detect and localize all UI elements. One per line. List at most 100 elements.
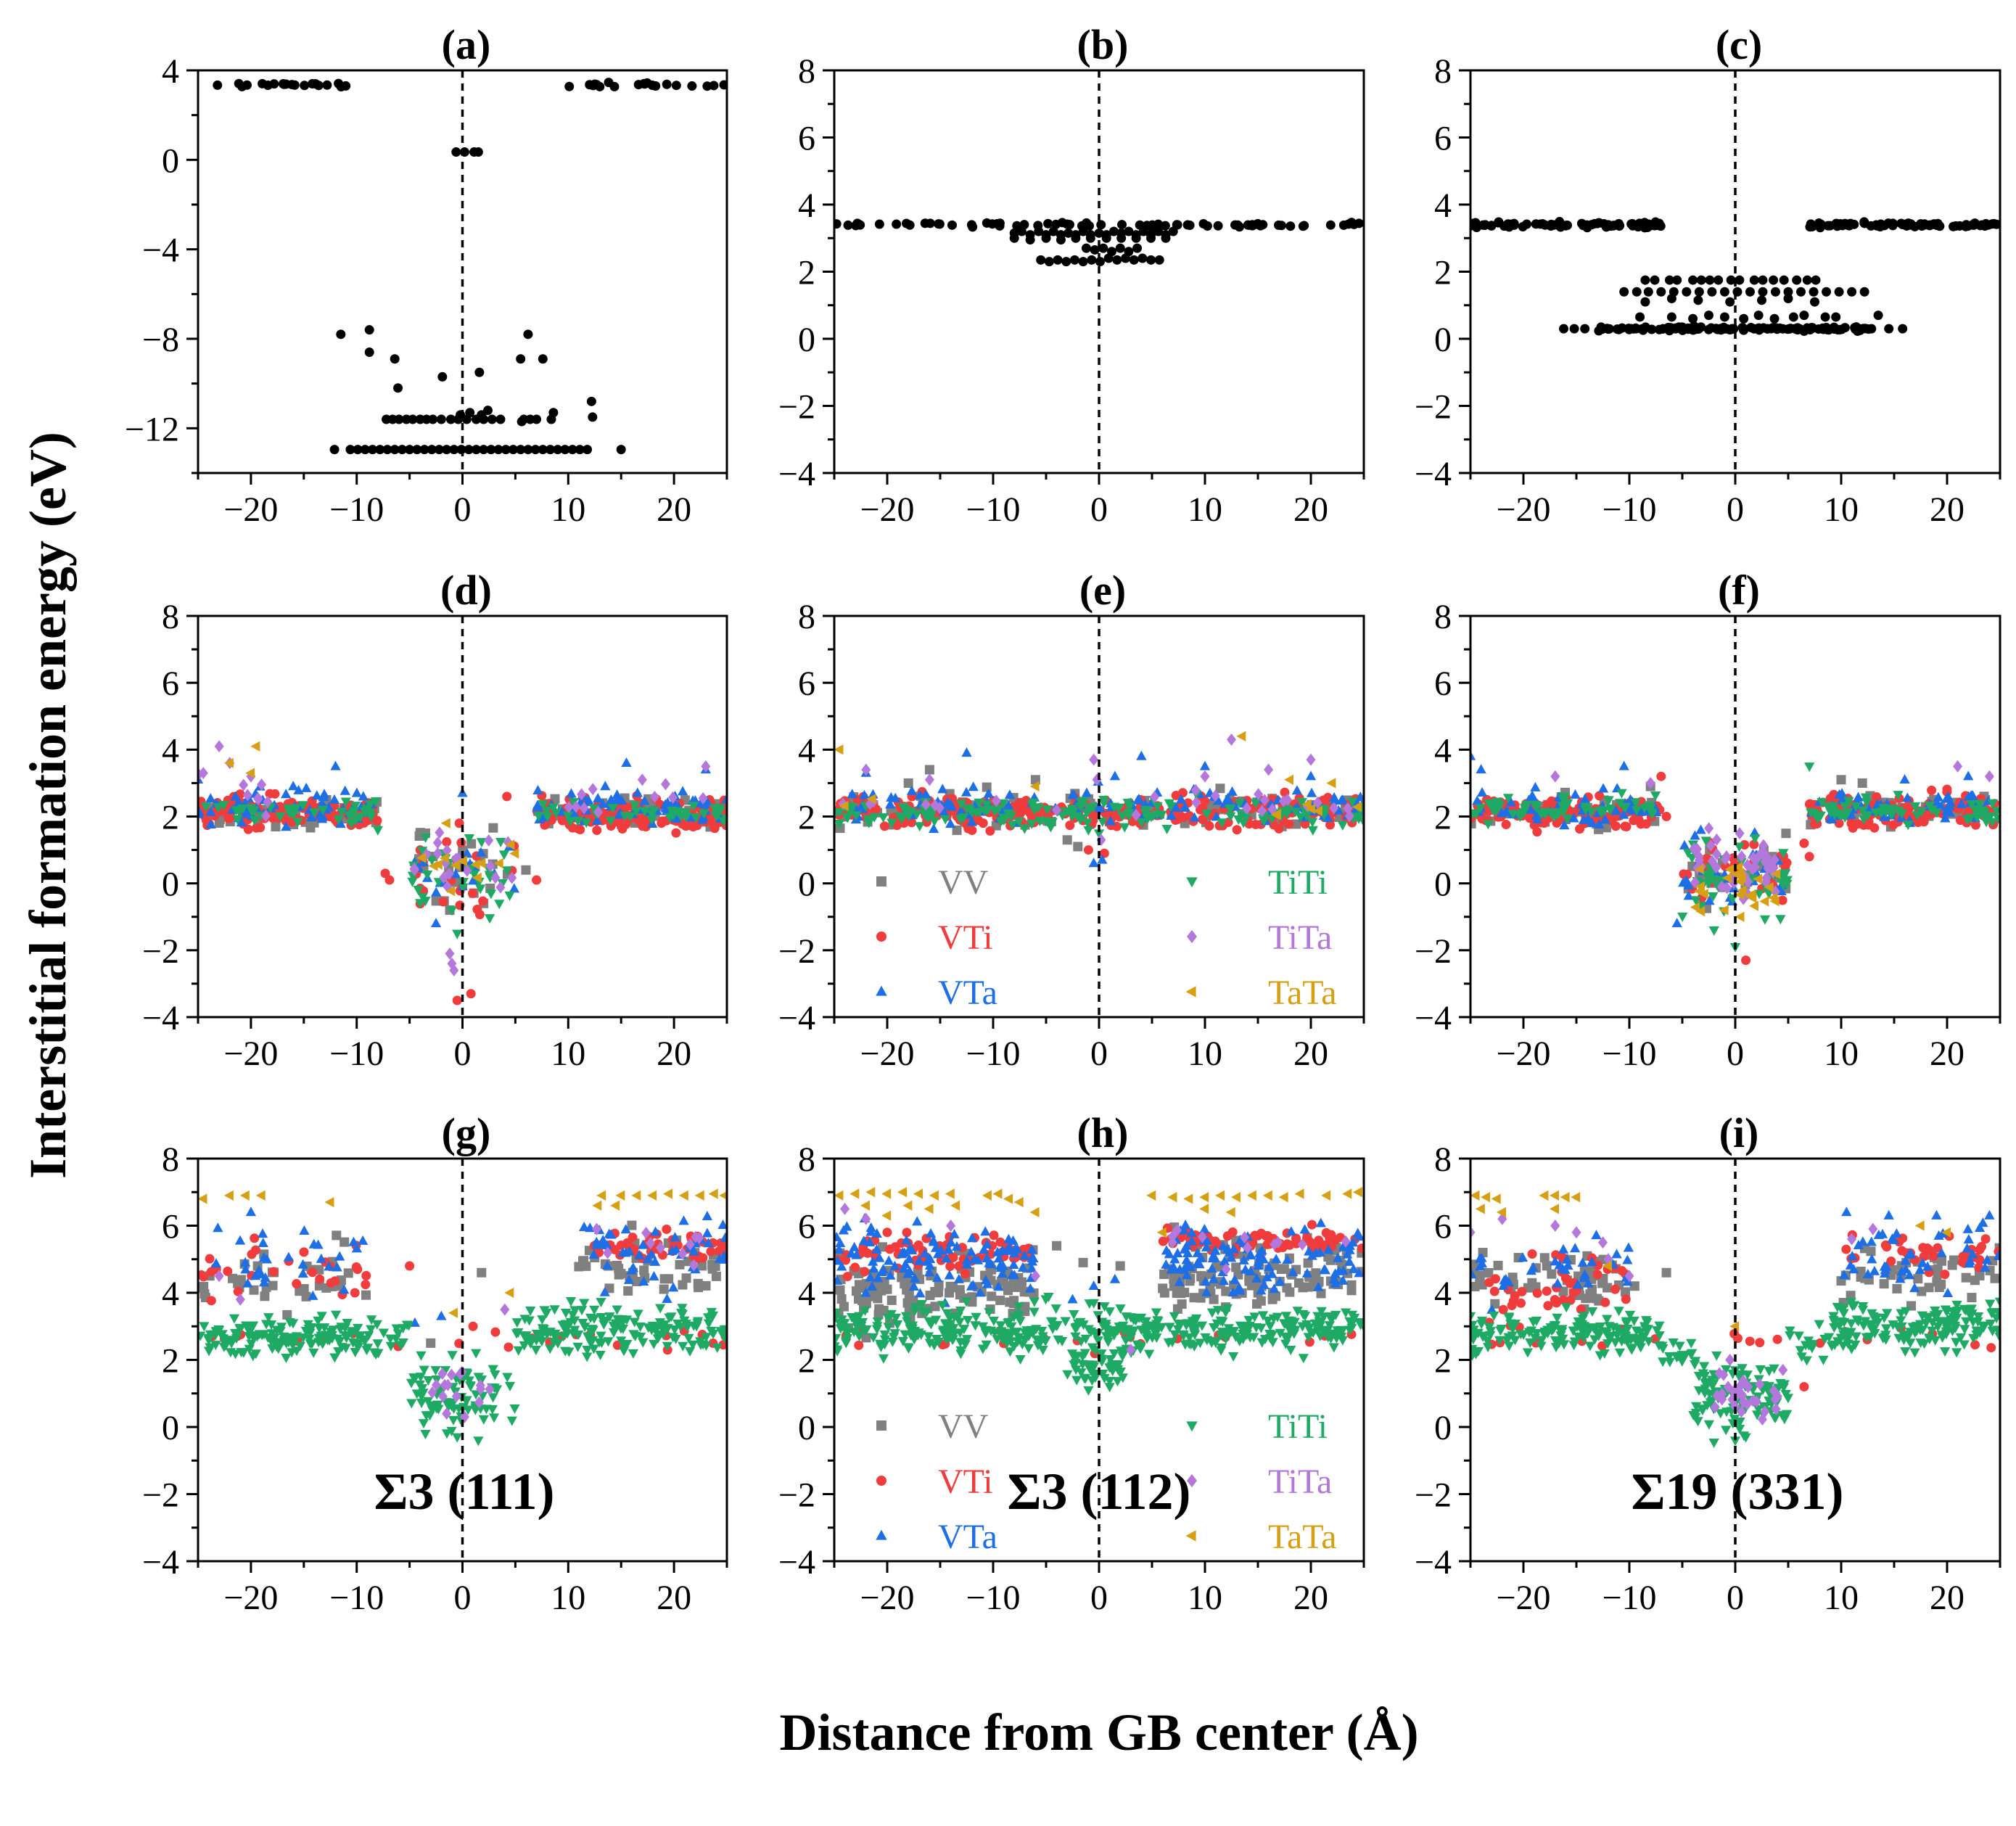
data-point: [368, 445, 378, 455]
data-point: [1795, 324, 1805, 334]
data-point: [1683, 323, 1693, 333]
data-point: [635, 1322, 646, 1332]
data-point: [1857, 806, 1869, 816]
data-point: [1303, 1333, 1314, 1343]
data-point: [1834, 789, 1845, 799]
data-point: [649, 1271, 659, 1281]
data-point: [1299, 221, 1309, 231]
data-point: [1347, 797, 1358, 807]
data-point: [477, 1267, 487, 1278]
data-point: [458, 855, 468, 866]
data-point: [1749, 275, 1759, 285]
data-point: [1827, 802, 1839, 812]
data-point: [1079, 1349, 1091, 1359]
data-point: [239, 1257, 251, 1267]
data-point: [1153, 1317, 1164, 1327]
data-point: [1740, 839, 1750, 850]
data-point: [1078, 226, 1088, 237]
data-point: [317, 1339, 328, 1349]
data-point: [347, 1327, 358, 1337]
data-point: [406, 1378, 417, 1389]
data-point: [1204, 821, 1214, 831]
data-point: [919, 1248, 931, 1258]
data-point: [1097, 854, 1108, 864]
data-point: [616, 1336, 627, 1346]
data-point: [1241, 813, 1252, 823]
data-point: [523, 329, 533, 340]
data-point: [694, 1190, 704, 1201]
data-point: [1831, 312, 1841, 322]
data-point: [599, 1286, 610, 1296]
data-point: [223, 1266, 233, 1276]
data-point: [1181, 1254, 1192, 1264]
data-point: [675, 812, 686, 822]
data-point: [305, 1339, 316, 1349]
data-point: [1117, 812, 1128, 822]
data-point: [1734, 842, 1745, 852]
data-point: [1470, 219, 1479, 229]
data-point: [408, 414, 418, 424]
data-point: [475, 1379, 485, 1392]
data-point: [560, 1346, 571, 1357]
data-point: [1949, 221, 1959, 231]
data-point: [1748, 851, 1758, 864]
data-point: [662, 1294, 672, 1304]
data-point: [530, 1345, 542, 1355]
y-tick-label: 4: [798, 186, 815, 225]
data-point: [1128, 1315, 1139, 1325]
data-point: [478, 1415, 489, 1425]
data-point: [1169, 1330, 1180, 1340]
y-tick-label: 2: [162, 1342, 179, 1381]
data-point: [442, 1407, 452, 1420]
data-point: [372, 826, 384, 836]
data-point: [719, 80, 727, 90]
data-point: [708, 1188, 718, 1199]
data-point: [1078, 1257, 1088, 1267]
data-point: [1805, 325, 1815, 335]
data-point: [369, 1348, 380, 1358]
data-point: [601, 1260, 613, 1270]
data-point: [306, 1323, 317, 1333]
data-point: [382, 445, 392, 455]
y-tick-label: −4: [142, 999, 179, 1037]
data-point: [985, 826, 995, 836]
data-point: [1306, 803, 1316, 815]
y-tick-label: 6: [1434, 120, 1452, 158]
data-point: [1195, 1338, 1206, 1349]
data-point: [1026, 819, 1037, 829]
data-point: [616, 1269, 626, 1279]
data-point: [1672, 275, 1682, 285]
data-point: [1109, 1273, 1121, 1283]
data-point: [1713, 275, 1724, 285]
data-point: [654, 1332, 665, 1342]
data-point: [205, 1254, 215, 1264]
data-point: [1098, 243, 1108, 253]
data-point: [525, 1306, 536, 1316]
data-point: [1107, 1367, 1118, 1377]
data-point: [1199, 760, 1211, 770]
data-point: [914, 822, 925, 832]
data-point: [966, 1233, 978, 1243]
data-point: [943, 1244, 954, 1254]
data-point: [843, 220, 853, 230]
data-point: [623, 1286, 633, 1296]
data-point: [335, 818, 346, 828]
data-point: [995, 1237, 1005, 1247]
data-point: [1562, 799, 1573, 809]
data-point: [872, 1317, 884, 1328]
data-point: [588, 804, 600, 814]
data-point: [508, 445, 518, 455]
data-point: [300, 1326, 311, 1336]
data-point: [1314, 1317, 1325, 1327]
data-point: [290, 804, 302, 814]
data-point: [260, 1272, 271, 1282]
data-point: [1090, 1373, 1101, 1383]
data-point: [1836, 794, 1848, 805]
data-point: [1008, 1312, 1019, 1323]
data-point: [1053, 1335, 1063, 1345]
data-point: [1174, 1264, 1185, 1274]
data-point: [1136, 750, 1147, 760]
y-tick-label: 4: [162, 731, 179, 770]
data-point: [353, 1264, 363, 1275]
